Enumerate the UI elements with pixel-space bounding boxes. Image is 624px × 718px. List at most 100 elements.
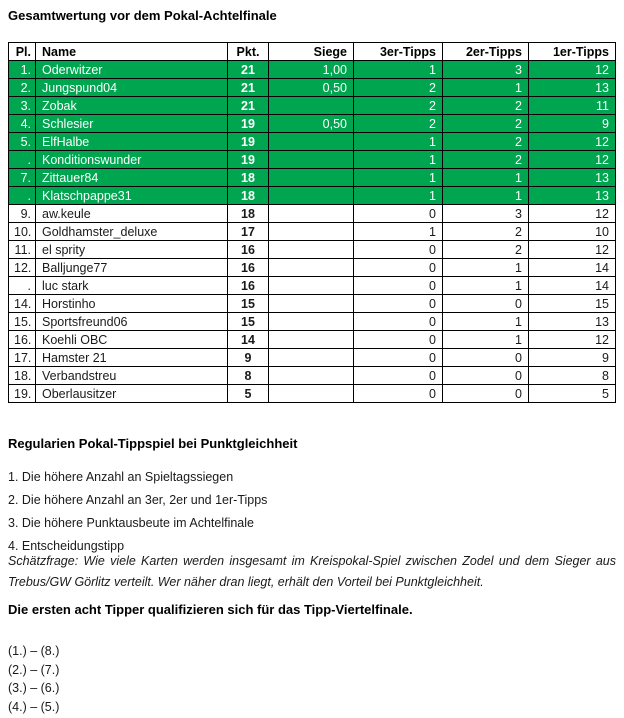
- table-cell: 19: [227, 150, 269, 169]
- table-cell: [268, 222, 354, 241]
- table-cell: 15: [227, 312, 269, 331]
- table-cell: [268, 132, 354, 151]
- column-header: 1er-Tipps: [528, 42, 616, 61]
- table-row: 2. Jungspund04 21 0,50 2 1 13: [8, 78, 616, 97]
- table-cell: [268, 258, 354, 277]
- table-cell: Verbandstreu: [35, 366, 228, 385]
- table-cell: 5: [227, 384, 269, 403]
- table-cell: 16: [227, 240, 269, 259]
- table-cell: Goldhamster_deluxe: [35, 222, 228, 241]
- table-cell: 15.: [8, 312, 36, 331]
- pairing-item: (4.) – (5.): [8, 699, 60, 714]
- tiebreaker-question: Schätzfrage: Wie viele Karten werden ins…: [8, 554, 616, 589]
- table-cell: Zittauer84: [35, 168, 228, 187]
- table-cell: 0: [442, 348, 529, 367]
- table-cell: 0: [353, 294, 443, 313]
- table-cell: 0,50: [268, 114, 354, 133]
- document-title: Gesamtwertung vor dem Pokal-Achtelfinale: [8, 8, 277, 23]
- standings-table: Pl. Name Pkt. Siege 3er-Tipps 2er-Tipps 1er-Ti…: [8, 42, 616, 403]
- table-cell: 2: [353, 78, 443, 97]
- table-cell: 12.: [8, 258, 36, 277]
- table-cell: [268, 366, 354, 385]
- table-cell: el sprity: [35, 240, 228, 259]
- table-cell: 2: [442, 222, 529, 241]
- table-row: 3. Zobak 21 2 2 11: [8, 96, 616, 115]
- column-header: 2er-Tipps: [442, 42, 529, 61]
- table-cell: 19: [227, 114, 269, 133]
- table-cell: ElfHalbe: [35, 132, 228, 151]
- table-cell: [268, 348, 354, 367]
- table-cell: 13: [528, 168, 616, 187]
- table-row: 7. Zittauer84 18 1 1 13: [8, 168, 616, 187]
- table-cell: 15: [227, 294, 269, 313]
- table-cell: 12: [528, 204, 616, 223]
- table-row: 4. Schlesier 19 0,50 2 2 9: [8, 114, 616, 133]
- table-row: . Konditionswunder 19 1 2 12: [8, 150, 616, 169]
- table-cell: [268, 384, 354, 403]
- table-row: 18. Verbandstreu 8 0 0 8: [8, 366, 616, 385]
- table-cell: 2: [442, 240, 529, 259]
- table-cell: 2: [353, 114, 443, 133]
- table-cell: Hamster 21: [35, 348, 228, 367]
- table-cell: 2.: [8, 78, 36, 97]
- table-cell: 16.: [8, 330, 36, 349]
- table-cell: 3.: [8, 96, 36, 115]
- table-cell: [268, 168, 354, 187]
- table-cell: 1,00: [268, 60, 354, 79]
- table-cell: aw.keule: [35, 204, 228, 223]
- rule-item: 4. Entscheidungstipp: [8, 539, 125, 553]
- table-cell: .: [8, 186, 36, 205]
- table-cell: 2: [353, 96, 443, 115]
- table-cell: 14: [227, 330, 269, 349]
- table-cell: 10.: [8, 222, 36, 241]
- rule-item: 1. Die höhere Anzahl an Spieltagssiegen: [8, 470, 234, 484]
- table-cell: 5.: [8, 132, 36, 151]
- table-cell: 13: [528, 78, 616, 97]
- table-cell: 0: [353, 330, 443, 349]
- table-cell: 1: [353, 60, 443, 79]
- table-cell: 21: [227, 60, 269, 79]
- table-cell: 18.: [8, 366, 36, 385]
- table-row: . Klatschpappe31 18 1 1 13: [8, 186, 616, 205]
- table-cell: 16: [227, 258, 269, 277]
- table-cell: 1: [353, 222, 443, 241]
- table-cell: 0: [353, 348, 443, 367]
- table-cell: 8: [528, 366, 616, 385]
- table-row: 11. el sprity 16 0 2 12: [8, 240, 616, 259]
- table-cell: 1: [353, 132, 443, 151]
- table-cell: 1: [442, 78, 529, 97]
- table-cell: 9: [528, 114, 616, 133]
- table-cell: 3: [442, 204, 529, 223]
- table-cell: 2: [442, 114, 529, 133]
- table-cell: [268, 294, 354, 313]
- table-cell: 12: [528, 150, 616, 169]
- table-cell: 11.: [8, 240, 36, 259]
- table-cell: 2: [442, 132, 529, 151]
- table-cell: 9.: [8, 204, 36, 223]
- column-header: Pkt.: [227, 42, 269, 61]
- rule-item: 3. Die höhere Punktausbeute im Achtelfin…: [8, 516, 254, 530]
- table-cell: 9: [227, 348, 269, 367]
- table-row: 9. aw.keule 18 0 3 12: [8, 204, 616, 223]
- table-cell: Jungspund04: [35, 78, 228, 97]
- table-cell: 1: [353, 168, 443, 187]
- table-cell: 0: [353, 312, 443, 331]
- pairing-item: (3.) – (6.): [8, 681, 60, 695]
- table-row: 16. Koehli OBC 14 0 1 12: [8, 330, 616, 349]
- table-cell: 12: [528, 240, 616, 259]
- table-cell: 12: [528, 132, 616, 151]
- table-cell: 0: [353, 276, 443, 295]
- table-cell: 4.: [8, 114, 36, 133]
- table-row: 1. Oderwitzer 21 1,00 1 3 12: [8, 60, 616, 79]
- table-cell: 14.: [8, 294, 36, 313]
- table-cell: 0: [353, 366, 443, 385]
- table-cell: 21: [227, 96, 269, 115]
- table-cell: [268, 330, 354, 349]
- column-header: Name: [35, 42, 228, 61]
- rules-heading: Regularien Pokal-Tippspiel bei Punktglei…: [8, 436, 298, 451]
- table-cell: .: [8, 276, 36, 295]
- table-cell: 9: [528, 348, 616, 367]
- table-cell: 19: [227, 132, 269, 151]
- table-cell: 18: [227, 186, 269, 205]
